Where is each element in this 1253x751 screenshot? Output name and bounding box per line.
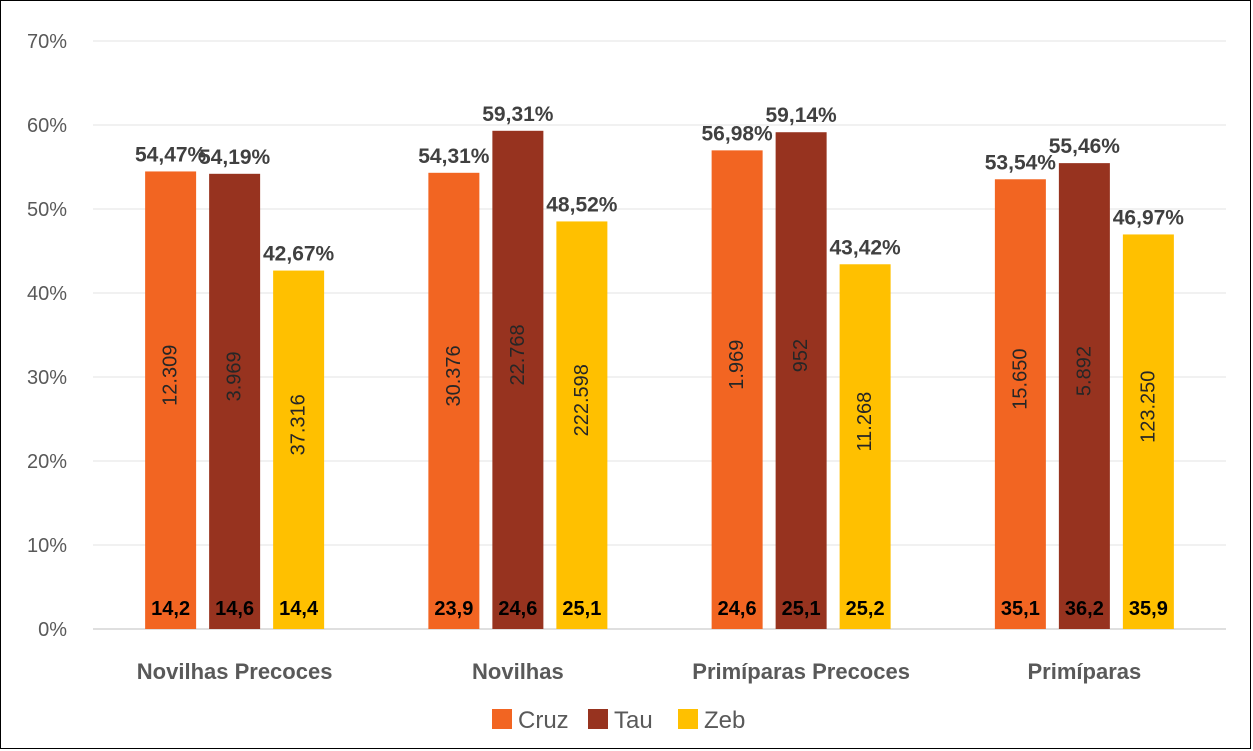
y-axis-ticks: 0% 10% 20% 30% 40% 50% 60% 70%	[27, 31, 67, 641]
y-tick-label: 0%	[38, 619, 67, 641]
legend: Cruz Tau Zeb	[492, 707, 745, 734]
bar-value-label: 46,97%	[1113, 206, 1185, 229]
bar-cruz	[145, 171, 197, 629]
x-axis-categories: Novilhas Precoces Novilhas Primíparas Prec…	[137, 659, 1141, 684]
bar-value-label: 55,46%	[1049, 135, 1121, 158]
bar-base-label: 14,6	[215, 598, 254, 620]
bar-base-label: 36,2	[1065, 598, 1104, 620]
y-tick-label: 10%	[27, 535, 67, 557]
bar-value-label: 43,42%	[830, 236, 902, 259]
bar-value-label: 56,98%	[702, 122, 774, 145]
bar-count-label: 15.650	[1009, 349, 1031, 410]
bar-value-label: 42,67%	[263, 243, 335, 266]
y-tick-label: 30%	[27, 367, 67, 389]
bar-cruz	[711, 150, 763, 630]
bar-base-label: 24,6	[718, 598, 757, 620]
bar-value-label: 54,47%	[135, 143, 207, 166]
bars: 54,47% 12.309 14,2 54,19% 3.969 14,6 42,67% 37.…	[135, 103, 1185, 630]
bar-zeb	[1122, 234, 1174, 629]
bar-tau	[775, 132, 827, 629]
y-tick-label: 60%	[27, 115, 67, 137]
bar-value-label: 59,14%	[766, 104, 838, 127]
x-category-label: Primíparas Precoces	[692, 659, 910, 684]
bar-zeb	[273, 270, 325, 629]
bar-tau	[492, 130, 544, 629]
bar-count-label: 11.268	[854, 392, 876, 452]
bar-count-label: 3.969	[224, 351, 246, 401]
legend-label: Tau	[614, 707, 653, 734]
bar-base-label: 25,1	[562, 598, 601, 620]
bar-zeb	[556, 221, 608, 629]
bar-value-label: 48,52%	[546, 193, 618, 216]
x-category-label: Novilhas Precoces	[137, 659, 333, 684]
legend-label: Zeb	[704, 707, 745, 734]
bar-base-label: 35,9	[1129, 598, 1168, 620]
y-tick-label: 50%	[27, 199, 67, 221]
bar-count-label: 952	[790, 339, 812, 372]
legend-label: Cruz	[518, 707, 569, 734]
bar-count-label: 22.768	[507, 324, 529, 385]
bar-tau	[1058, 163, 1110, 630]
gridlines	[93, 40, 1226, 630]
y-tick-label: 20%	[27, 451, 67, 473]
bar-count-label: 1.969	[726, 340, 748, 390]
bar-base-label: 25,1	[782, 598, 821, 620]
legend-swatch-cruz	[492, 709, 512, 729]
bar-base-label: 14,4	[279, 598, 319, 620]
x-category-label: Novilhas	[472, 659, 564, 684]
bar-base-label: 14,2	[151, 598, 190, 620]
bar-value-label: 59,31%	[482, 103, 554, 126]
bar-cruz	[428, 172, 480, 629]
bar-count-label: 12.309	[160, 345, 182, 406]
y-tick-label: 40%	[27, 283, 67, 305]
bar-base-label: 23,9	[434, 598, 473, 620]
bar-count-label: 37.316	[288, 394, 310, 455]
bar-count-label: 30.376	[443, 345, 465, 406]
bar-base-label: 25,2	[846, 598, 885, 620]
bar-value-label: 54,31%	[418, 145, 490, 168]
legend-swatch-tau	[588, 709, 608, 729]
bar-tau	[209, 173, 261, 629]
x-category-label: Primíparas	[1028, 659, 1142, 684]
bar-zeb	[839, 264, 891, 629]
bar-cruz	[994, 179, 1046, 629]
bar-value-label: 54,19%	[199, 146, 271, 169]
bar-value-label: 53,54%	[985, 151, 1057, 174]
bar-count-label: 123.250	[1137, 371, 1159, 443]
bar-count-label: 5.892	[1073, 346, 1095, 396]
bar-count-label: 222.598	[571, 364, 593, 436]
y-tick-label: 70%	[27, 31, 67, 53]
legend-swatch-zeb	[678, 709, 698, 729]
bar-base-label: 24,6	[498, 598, 537, 620]
bar-base-label: 35,1	[1001, 598, 1040, 620]
